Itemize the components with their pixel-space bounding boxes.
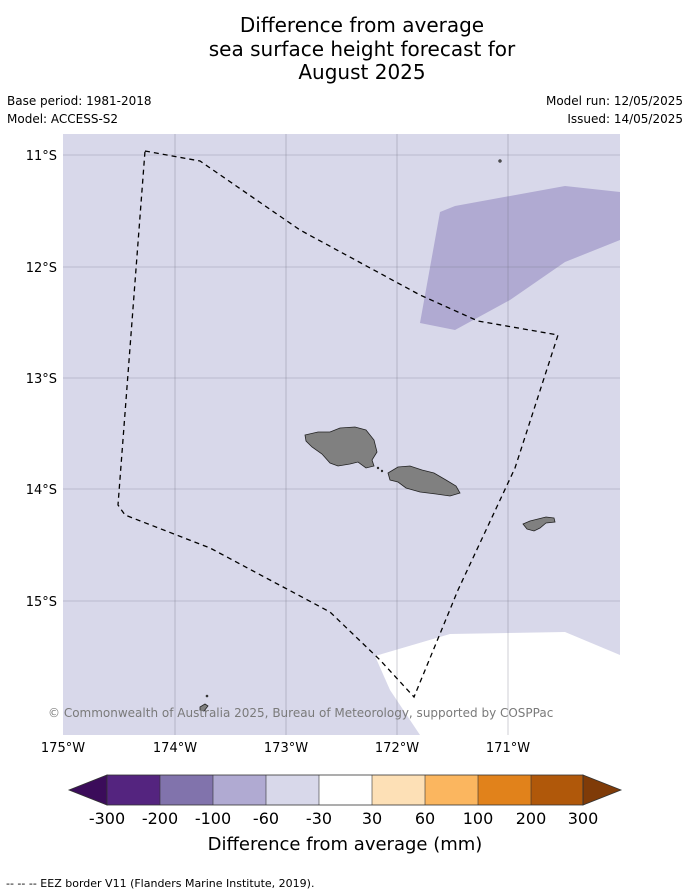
base-period-text: Base period: 1981-2018 <box>7 94 152 108</box>
lon-label-174w: 174°W <box>153 741 197 756</box>
title-line-2: sea surface height forecast for <box>208 36 516 61</box>
colorbar-tick-9: 300 <box>568 809 599 828</box>
lat-label-15s: 15°S <box>26 595 57 610</box>
colorbar-extend-low <box>67 774 108 806</box>
colorbar-tick-3: -60 <box>253 809 279 828</box>
lon-label-173w: 173°W <box>264 741 308 756</box>
copyright-notice: © Commonwealth of Australia 2025, Bureau… <box>48 706 554 720</box>
issued-text: Issued: 14/05/2025 <box>567 112 683 126</box>
colorbar-tick-4: -30 <box>306 809 332 828</box>
colorbar-tick-8: 200 <box>516 809 547 828</box>
island-south-small <box>199 703 209 712</box>
eez-border <box>117 150 559 699</box>
island-tutuila <box>522 516 556 532</box>
lat-label-14s: 14°S <box>26 483 57 498</box>
colorbar-swatch-3 <box>213 775 266 805</box>
colorbar-title: Difference from average (mm) <box>208 834 483 855</box>
colorbar-tick-6: 60 <box>415 809 435 828</box>
sea-anomaly-band-mid <box>420 186 620 330</box>
colorbar-extend-high <box>582 774 623 806</box>
lat-label-11s: 11°S <box>26 149 57 164</box>
colorbar-tick-1: -200 <box>142 809 178 828</box>
land-masses <box>199 159 556 712</box>
island-savaii <box>304 426 378 469</box>
map-title: Difference from average sea surface heig… <box>0 13 690 85</box>
map-panel <box>63 134 620 735</box>
eez-legend-note: -- -- -- EEZ border V11 (Flanders Marine… <box>6 877 315 890</box>
island-north-dot <box>498 159 502 163</box>
colorbar-tick-7: 100 <box>463 809 494 828</box>
colorbar-swatch-1 <box>107 775 160 805</box>
lat-label-12s: 12°S <box>26 261 57 276</box>
colorbar-swatch-9 <box>531 775 583 805</box>
colorbar-swatch-8 <box>478 775 531 805</box>
colorbar-tick-2: -100 <box>195 809 231 828</box>
colorbar-tick-0: -300 <box>89 809 125 828</box>
island-upolu <box>387 465 461 497</box>
colorbar: -300 -200 -100 -60 -30 30 60 100 200 300… <box>67 774 623 855</box>
latitude-labels: 11°S 12°S 13°S 14°S 15°S <box>26 149 57 610</box>
model-run-text: Model run: 12/05/2025 <box>545 94 683 108</box>
colorbar-swatch-7 <box>425 775 478 805</box>
title-line-1: Difference from average <box>239 13 485 37</box>
colorbar-swatch-6 <box>372 775 425 805</box>
colorbar-swatch-5 <box>319 775 372 805</box>
lon-label-175w: 175°W <box>41 741 85 756</box>
island-dot-3 <box>205 694 209 698</box>
lon-label-172w: 172°W <box>375 741 419 756</box>
colorbar-swatch-4 <box>266 775 319 805</box>
sea-anomaly-neutral-region <box>375 632 620 735</box>
island-dot-2 <box>380 469 384 473</box>
title-line-3: August 2025 <box>298 60 426 84</box>
model-text: Model: ACCESS-S2 <box>7 112 119 126</box>
island-dot-1 <box>376 466 380 470</box>
colorbar-swatch-2 <box>160 775 213 805</box>
longitude-labels: 175°W 174°W 173°W 172°W 171°W <box>41 741 530 756</box>
lat-label-13s: 13°S <box>26 372 57 387</box>
colorbar-tick-5: 30 <box>362 809 382 828</box>
lon-label-171w: 171°W <box>486 741 530 756</box>
gridlines <box>63 134 620 735</box>
